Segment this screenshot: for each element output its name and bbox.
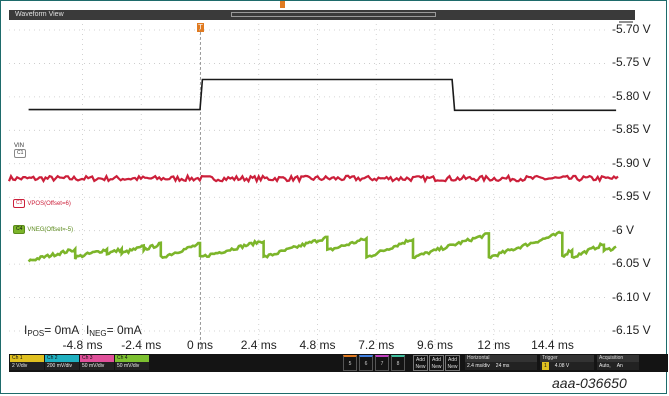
y-tick-label: -6.05 V <box>612 256 651 270</box>
horizontal-scale: 2.4 ms/div <box>467 362 490 370</box>
vpos-badge: C3 <box>13 199 25 208</box>
add-new-bus-button[interactable]: Add New <box>445 355 460 371</box>
vin-trace <box>29 80 617 111</box>
x-tick-label: 9.6 ms <box>417 338 453 352</box>
trigger-source: 1 <box>542 362 549 370</box>
y-tick-label: -5.85 V <box>612 122 651 136</box>
y-tick-label: -5.95 V <box>612 189 651 203</box>
y-tick-label: -6 V <box>612 223 634 237</box>
ineg-sub: NEG <box>89 329 106 338</box>
ineg-value: = 0mA <box>107 323 142 337</box>
ch1-scale: 2 V/div <box>10 362 44 370</box>
ch2-scale: 200 mV/div <box>45 362 79 370</box>
ch3-settings[interactable]: Ch 3 50 mV/div <box>80 355 114 371</box>
x-tick-label: 4.8 ms <box>299 338 335 352</box>
trigger-level: 4.08 V <box>555 362 569 370</box>
ch1-settings[interactable]: Ch 1 2 V/div <box>10 355 44 371</box>
y-tick-label: -5.75 V <box>612 55 651 69</box>
vpos-channel-label[interactable]: C3 VPOS(Offset=6) <box>13 199 71 208</box>
y-tick-label: -6.10 V <box>612 290 651 304</box>
math8-button[interactable]: 8 <box>391 355 405 371</box>
vin-badge: C1 <box>14 149 26 158</box>
x-tick-label: 7.2 ms <box>358 338 394 352</box>
vpos-name: VPOS(Offset=6) <box>27 201 70 207</box>
vneg-badge: C4 <box>13 225 25 234</box>
figure-identifier: aaa-036650 <box>552 375 627 391</box>
acquisition-mode: Auto, <box>599 362 611 370</box>
x-tick-label: 12 ms <box>477 338 510 352</box>
horizontal-panel[interactable]: Horizontal 2.4 ms/div 24 ms <box>465 355 537 371</box>
scope-control-bar: Ch 1 2 V/div Ch 2 200 mV/div Ch 3 50 mV/… <box>9 354 668 372</box>
x-tick-label: -2.4 ms <box>121 338 161 352</box>
current-annotation: IPOS= 0mA INEG= 0mA <box>24 323 142 338</box>
x-tick-label: 2.4 ms <box>241 338 277 352</box>
x-tick-label: 0 ms <box>187 338 213 352</box>
vneg-channel-label[interactable]: C4 VNEG(Offset=-5) <box>13 225 73 234</box>
ch4-label: Ch 4 <box>115 355 149 362</box>
math6-button[interactable]: 6 <box>359 355 373 371</box>
y-tick-label: -6.15 V <box>612 323 651 337</box>
vin-channel-label[interactable]: VIN C1 <box>14 143 26 158</box>
acquisition-title: Acquisition <box>597 355 639 362</box>
ch4-settings[interactable]: Ch 4 50 mV/div <box>115 355 149 371</box>
ch2-settings[interactable]: Ch 2 200 mV/div <box>45 355 79 371</box>
ch1-label: Ch 1 <box>10 355 44 362</box>
y-tick-label: -5.90 V <box>612 156 651 170</box>
horizontal-title: Horizontal <box>465 355 537 362</box>
y-tick-label: -5.80 V <box>612 89 651 103</box>
ch4-scale: 50 mV/div <box>115 362 149 370</box>
math5-button[interactable]: 5 <box>343 355 357 371</box>
ipos-value: = 0mA <box>44 323 79 337</box>
math7-button[interactable]: 7 <box>375 355 389 371</box>
add-new-math-button[interactable]: Add New <box>413 355 428 371</box>
ch2-label: Ch 2 <box>45 355 79 362</box>
ch3-label: Ch 3 <box>80 355 114 362</box>
trigger-panel[interactable]: Trigger 1 4.08 V <box>540 355 594 371</box>
ipos-sub: POS <box>27 329 44 338</box>
y-tick-label: -5.70 V <box>612 22 651 36</box>
vneg-trace <box>29 232 617 261</box>
x-tick-label: 14.4 ms <box>531 338 574 352</box>
trigger-title: Trigger <box>540 355 594 362</box>
vneg-name: VNEG(Offset=-5) <box>27 227 73 233</box>
add-new-ref-button[interactable]: Add New <box>429 355 444 371</box>
horizontal-span: 24 ms <box>496 362 510 370</box>
acquisition-extra: An <box>617 362 623 370</box>
ch3-scale: 50 mV/div <box>80 362 114 370</box>
acquisition-panel[interactable]: Acquisition Auto, An <box>597 355 639 371</box>
x-tick-label: -4.8 ms <box>62 338 102 352</box>
vpos-trace <box>9 176 618 181</box>
